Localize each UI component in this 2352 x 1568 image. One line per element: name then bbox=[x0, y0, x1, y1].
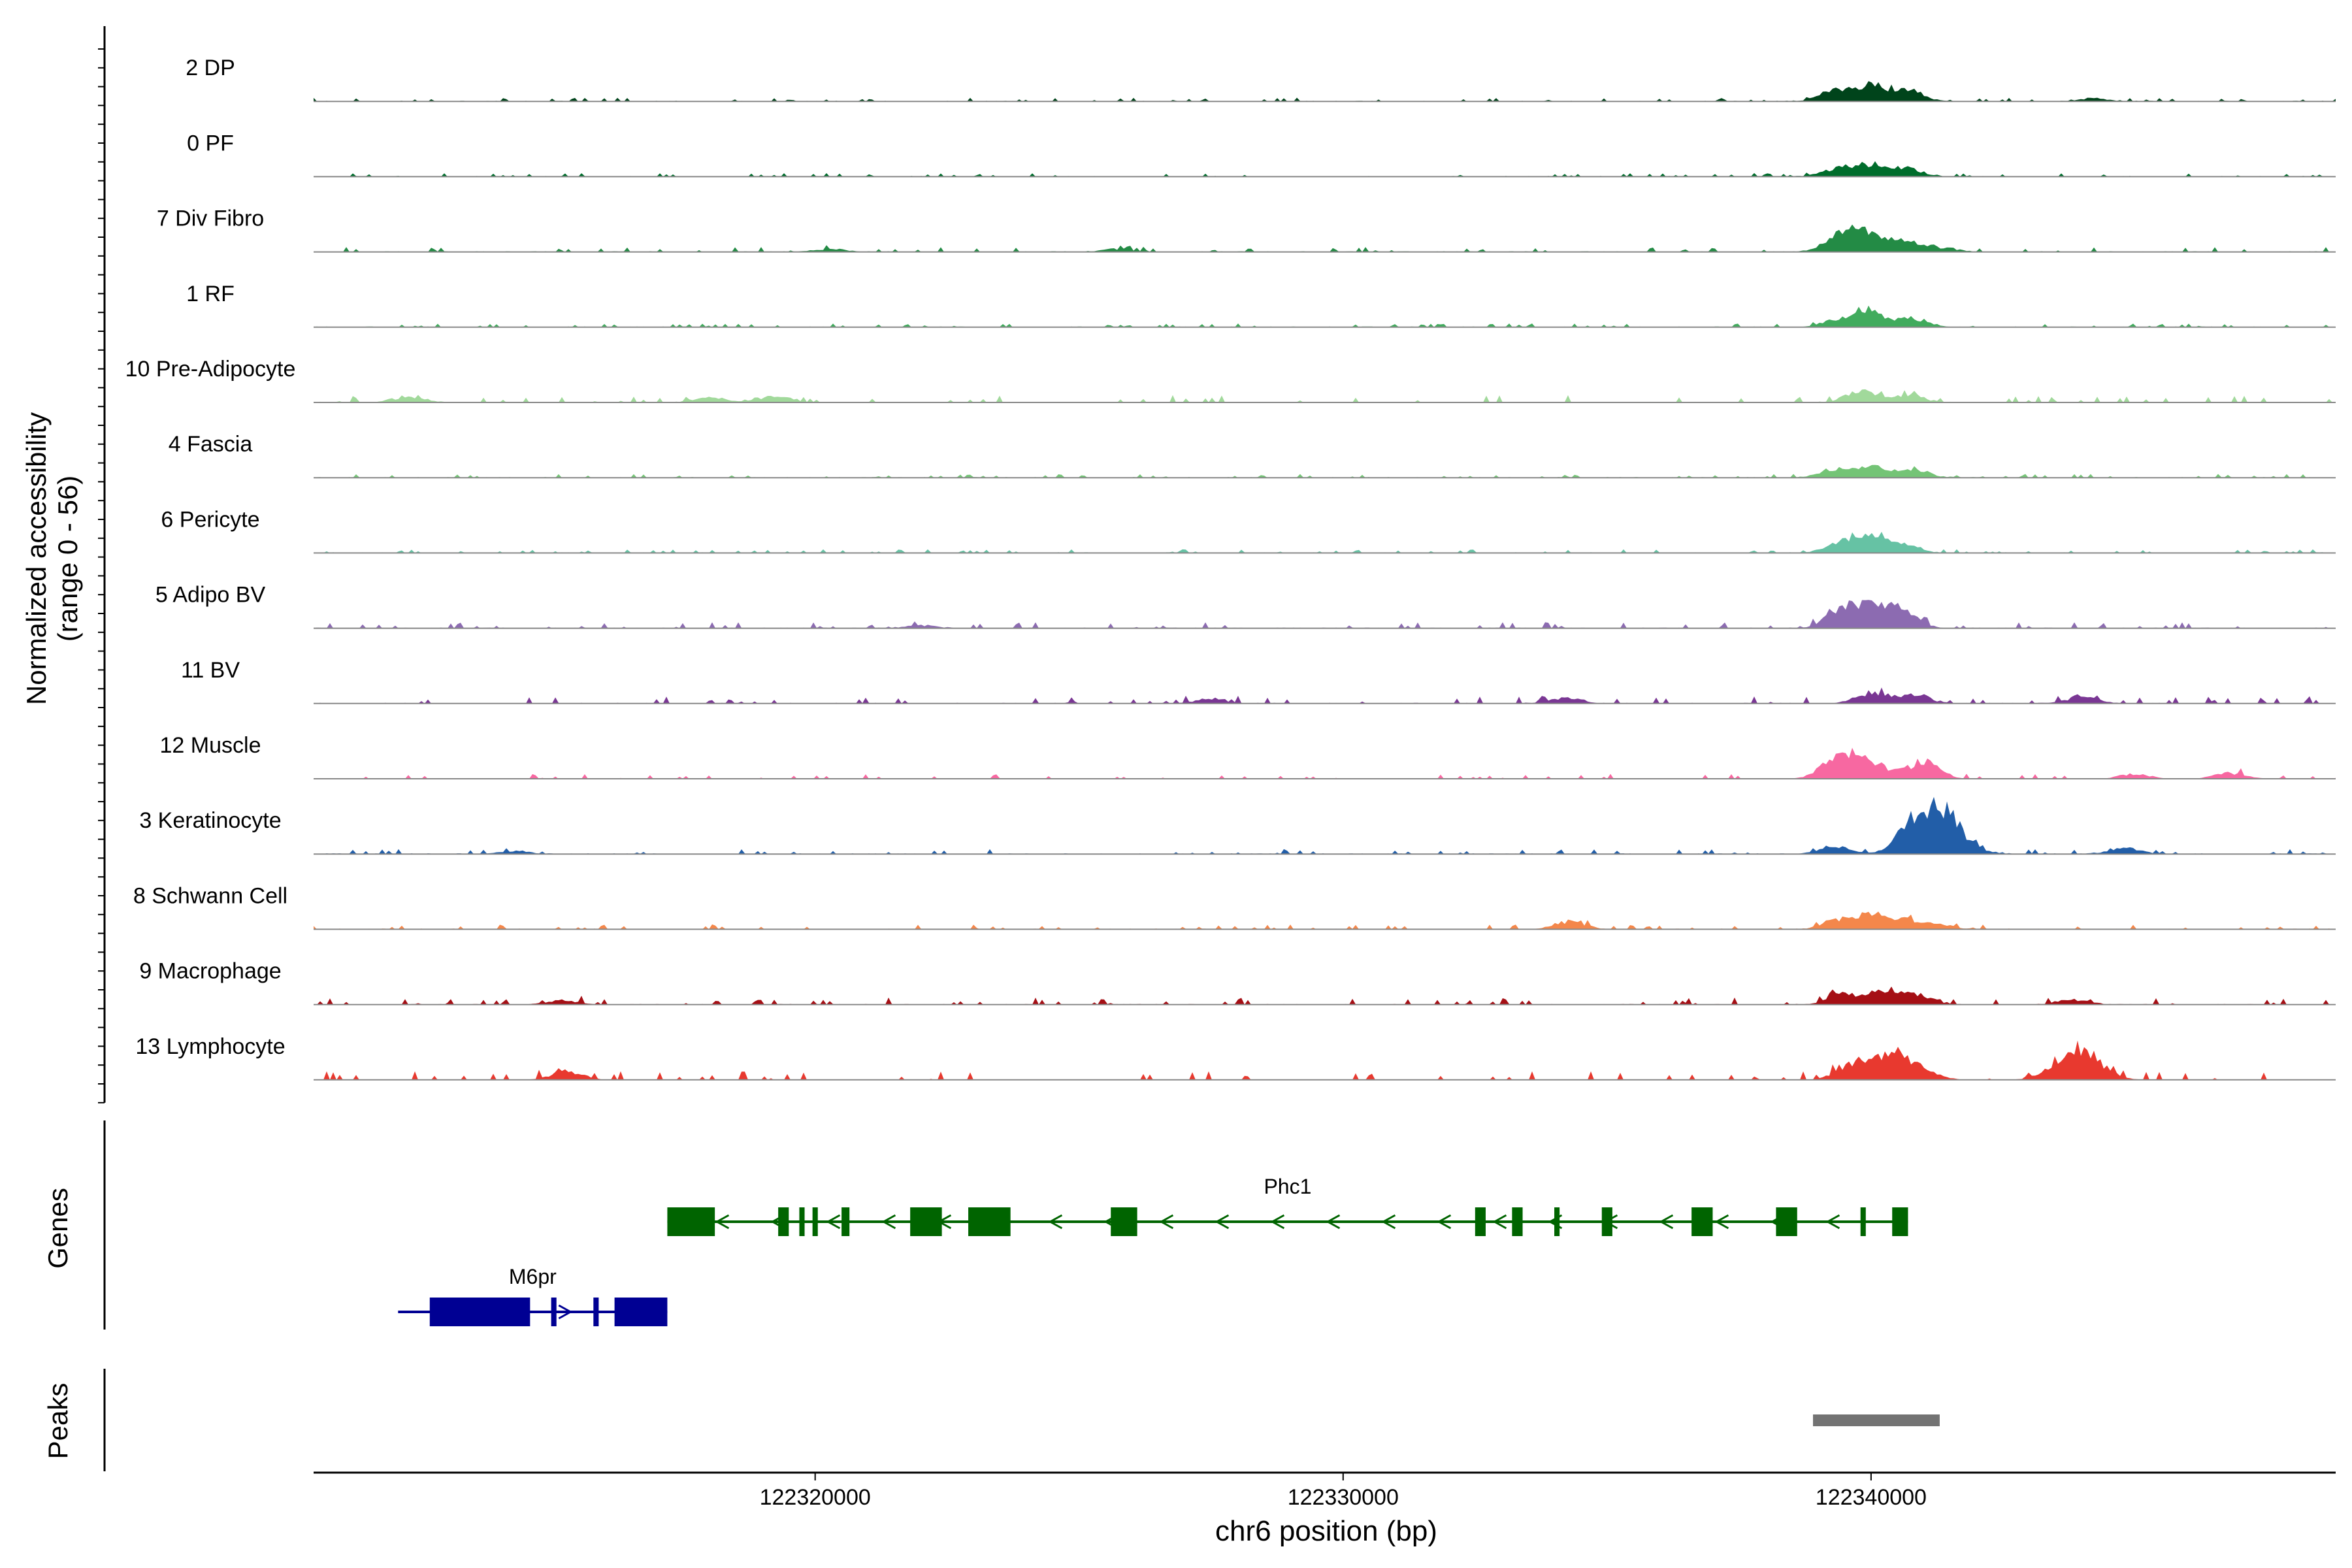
peak-region-bar bbox=[1812, 1414, 1940, 1426]
genes-panel-label: Genes bbox=[42, 1188, 73, 1269]
gene-exon bbox=[910, 1207, 942, 1236]
gene-strand-chevron bbox=[1381, 1214, 1396, 1230]
track-label: 10 Pre-Adipocyte bbox=[125, 357, 296, 382]
track-label: 5 Adipo BV bbox=[155, 583, 266, 608]
gene-exon bbox=[1892, 1207, 1908, 1236]
gene-exon bbox=[1475, 1207, 1486, 1236]
track-label: 8 Schwann Cell bbox=[133, 883, 287, 908]
track-4-fascia: 4 Fascia bbox=[169, 432, 2336, 479]
peaks-panel-label: Peaks bbox=[42, 1383, 73, 1460]
track-label: 11 BV bbox=[181, 658, 240, 683]
gene-strand-chevron bbox=[1270, 1214, 1285, 1230]
track-coverage-area bbox=[314, 796, 2336, 855]
gene-exon bbox=[667, 1207, 715, 1236]
track-coverage-area bbox=[314, 532, 2336, 553]
y-axis-label-line2: (range 0 - 56) bbox=[52, 476, 83, 642]
track-coverage-area bbox=[314, 465, 2336, 478]
gene-exon bbox=[841, 1207, 850, 1236]
gene-annotation-panel: Phc1 M6pr bbox=[103, 1120, 1908, 1330]
x-axis-title: chr6 position (bp) bbox=[1215, 1515, 1437, 1547]
track-9-macrophage: 9 Macrophage bbox=[139, 959, 2336, 1005]
track-6-pericyte: 6 Pericyte bbox=[161, 507, 2336, 554]
coverage-tracks: 2 DP 0 PF 7 Div Fibro 1 RF 10 Pre-Adipocyte 4… bbox=[98, 26, 2336, 1103]
track-7-div-fibro: 7 Div Fibro bbox=[157, 206, 2336, 253]
gene-exon bbox=[614, 1298, 668, 1326]
peaks-panel bbox=[103, 1369, 1940, 1471]
gene-exon bbox=[778, 1207, 789, 1236]
track-label: 0 PF bbox=[187, 131, 234, 155]
track-label: 9 Macrophage bbox=[139, 959, 281, 984]
gene-exon bbox=[593, 1298, 599, 1326]
gene-exon bbox=[799, 1207, 805, 1236]
gene-strand-chevron bbox=[1825, 1214, 1840, 1230]
track-5-adipo-bv: 5 Adipo BV bbox=[155, 583, 2336, 629]
track-coverage-area bbox=[314, 987, 2336, 1005]
track-coverage-area bbox=[314, 389, 2336, 402]
gene-exon bbox=[812, 1207, 818, 1236]
gene-strand-chevron bbox=[1215, 1214, 1230, 1230]
gene-exon bbox=[1554, 1207, 1560, 1236]
gene-exon bbox=[1860, 1207, 1866, 1236]
gene-exon bbox=[1691, 1207, 1713, 1236]
x-axis: 122320000 122330000 122340000 bbox=[314, 1471, 2336, 1510]
gene-phc1: Phc1 bbox=[667, 1175, 1908, 1236]
track-label: 4 Fascia bbox=[169, 432, 253, 457]
track-coverage-area bbox=[314, 911, 2336, 930]
track-8-schwann-cell: 8 Schwann Cell bbox=[133, 883, 2336, 930]
gene-exon bbox=[968, 1207, 1011, 1236]
gene-label: Phc1 bbox=[1264, 1175, 1311, 1198]
gene-strand-chevron bbox=[1326, 1214, 1341, 1230]
track-label: 7 Div Fibro bbox=[157, 206, 264, 231]
gene-strand-chevron bbox=[715, 1214, 730, 1230]
track-label: 12 Muscle bbox=[160, 733, 261, 758]
x-axis-tick-label: 122330000 bbox=[1288, 1485, 1399, 1510]
gene-strand-chevron bbox=[826, 1214, 841, 1230]
gene-strand-chevron bbox=[1437, 1214, 1452, 1230]
gene-strand-chevron bbox=[1048, 1214, 1063, 1230]
track-2-dp: 2 DP bbox=[186, 56, 2336, 103]
gene-strand-chevron bbox=[558, 1304, 573, 1320]
gene-strand-chevron bbox=[1159, 1214, 1174, 1230]
gene-exon bbox=[1776, 1207, 1797, 1236]
gene-exon bbox=[429, 1298, 531, 1326]
track-label: 6 Pericyte bbox=[161, 507, 259, 532]
x-axis-tick-label: 122340000 bbox=[1816, 1485, 1927, 1510]
track-coverage-area bbox=[314, 161, 2336, 177]
track-0-pf: 0 PF bbox=[187, 131, 2336, 178]
gene-exon bbox=[551, 1298, 557, 1326]
track-coverage-area bbox=[314, 747, 2336, 779]
gene-strand-chevron bbox=[1714, 1214, 1729, 1230]
track-coverage-area bbox=[314, 224, 2336, 252]
gene-m6pr: M6pr bbox=[398, 1265, 668, 1326]
gene-strand-chevron bbox=[881, 1214, 896, 1230]
track-11-bv: 11 BV bbox=[181, 658, 2336, 704]
gene-exon bbox=[1512, 1207, 1523, 1236]
track-1-rf: 1 RF bbox=[186, 282, 2336, 328]
track-3-keratinocyte: 3 Keratinocyte bbox=[139, 796, 2336, 855]
x-axis-tick-label: 122320000 bbox=[760, 1485, 871, 1510]
track-coverage-area bbox=[314, 1040, 2336, 1080]
track-label: 2 DP bbox=[186, 56, 235, 80]
track-label: 3 Keratinocyte bbox=[139, 808, 281, 833]
gene-exon bbox=[1601, 1207, 1612, 1236]
track-13-lymphocyte: 13 Lymphocyte bbox=[135, 1034, 2336, 1081]
track-coverage-area bbox=[314, 687, 2336, 704]
track-10-pre-adipocyte: 10 Pre-Adipocyte bbox=[125, 357, 2336, 403]
track-coverage-area bbox=[314, 305, 2336, 327]
track-label: 1 RF bbox=[186, 282, 235, 306]
track-12-muscle: 12 Muscle bbox=[160, 733, 2336, 779]
y-axis-label-line1: Normalized accessibility bbox=[21, 412, 52, 705]
gene-strand-chevron bbox=[1659, 1214, 1674, 1230]
track-label: 13 Lymphocyte bbox=[135, 1034, 285, 1059]
gene-label: M6pr bbox=[509, 1265, 557, 1288]
track-coverage-area bbox=[314, 600, 2336, 629]
gene-strand-chevron bbox=[1492, 1214, 1507, 1230]
gene-exon bbox=[1111, 1207, 1137, 1236]
track-coverage-area bbox=[314, 81, 2336, 102]
